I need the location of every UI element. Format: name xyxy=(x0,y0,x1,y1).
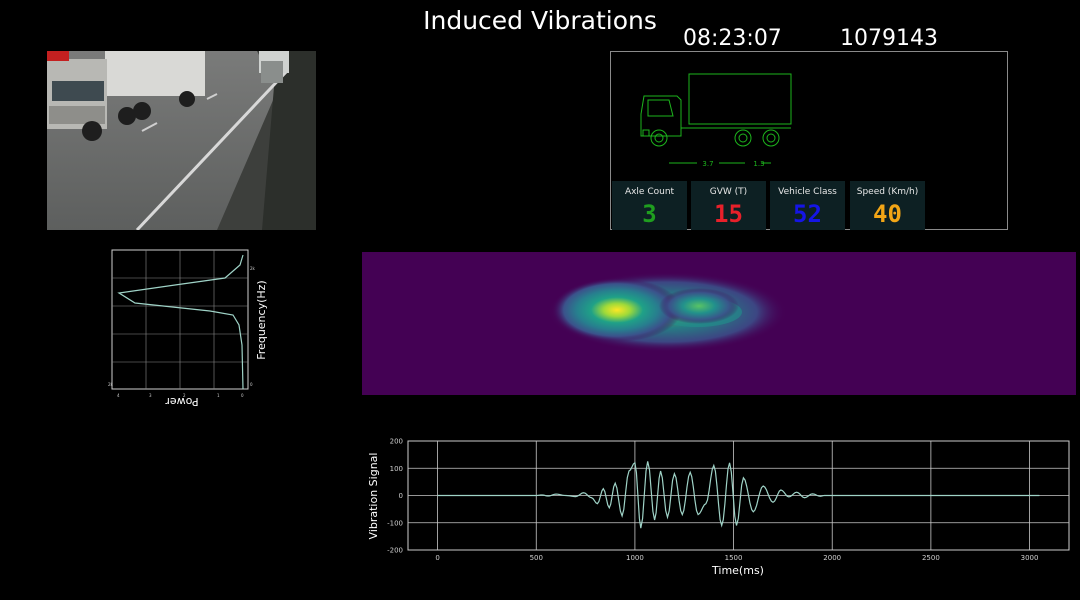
y-tick-label: -100 xyxy=(387,519,403,527)
x-tick-label: 0 xyxy=(435,554,439,562)
svg-text:1: 1 xyxy=(217,393,220,398)
x-axis-label: Time(ms) xyxy=(711,564,764,577)
frequency-spectrum-plot: 2k 0 2k 4 3 2 1 0 Power Frequency(Hz) xyxy=(108,249,268,408)
x-tick-label: 1500 xyxy=(725,554,743,562)
stat-gvw: GVW (T) 15 xyxy=(691,181,766,230)
page-title: Induced Vibrations xyxy=(423,6,657,35)
stat-axle-count: Axle Count 3 xyxy=(612,181,687,230)
svg-text:2k: 2k xyxy=(250,266,256,271)
stat-value: 3 xyxy=(642,200,657,228)
svg-text:4: 4 xyxy=(117,393,120,398)
y-tick-label: -200 xyxy=(387,547,403,555)
stat-speed: Speed (Km/h) 40 xyxy=(850,181,925,230)
x-tick-label: 500 xyxy=(530,554,543,562)
svg-text:0: 0 xyxy=(241,393,244,398)
x-tick-label: 2500 xyxy=(922,554,940,562)
stat-value: 40 xyxy=(873,200,902,228)
truck-outline-diagram: 3.7 1.3 xyxy=(640,73,792,168)
svg-text:3: 3 xyxy=(149,393,152,398)
stat-label: Vehicle Class xyxy=(778,187,837,197)
svg-text:0: 0 xyxy=(250,382,253,387)
y-tick-label: 100 xyxy=(390,465,403,473)
axle-spacing-1: 3.7 xyxy=(702,160,713,168)
svg-text:2k: 2k xyxy=(108,382,114,387)
signal-line xyxy=(437,461,1040,529)
y-axis-label: Vibration Signal xyxy=(367,453,380,540)
stat-value: 52 xyxy=(793,200,822,228)
vehicle-info-panel: 3.7 1.3 Axle Count 3 GVW (T) 15 Vehicle … xyxy=(610,51,1008,230)
stat-value: 15 xyxy=(714,200,743,228)
x-tick-label: 1000 xyxy=(626,554,644,562)
y-tick-label: 200 xyxy=(390,438,403,446)
stat-label: GVW (T) xyxy=(709,187,748,197)
spectrum-xlabel: Power xyxy=(165,395,199,408)
spectrogram-heatmap xyxy=(362,252,1076,395)
x-tick-label: 2000 xyxy=(823,554,841,562)
stat-label: Speed (Km/h) xyxy=(856,187,919,197)
svg-text:2: 2 xyxy=(183,393,186,398)
stat-label: Axle Count xyxy=(624,187,675,197)
axle-spacing-2: 1.3 xyxy=(753,160,764,168)
stat-vehicle-class: Vehicle Class 52 xyxy=(770,181,845,230)
vehicle-counter: 1079143 xyxy=(840,26,938,51)
x-tick-label: 3000 xyxy=(1021,554,1039,562)
clock-time: 08:23:07 xyxy=(683,26,782,51)
camera-snapshot xyxy=(47,51,316,230)
spectrum-ylabel: Frequency(Hz) xyxy=(255,280,268,359)
y-tick-label: 0 xyxy=(399,492,403,500)
